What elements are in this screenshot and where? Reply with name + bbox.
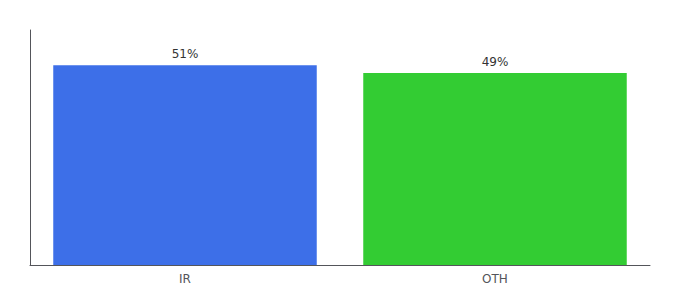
- svg-text:IR: IR: [179, 272, 191, 286]
- svg-text:OTH: OTH: [482, 272, 508, 286]
- svg-text:49%: 49%: [482, 55, 509, 69]
- svg-text:51%: 51%: [172, 47, 199, 61]
